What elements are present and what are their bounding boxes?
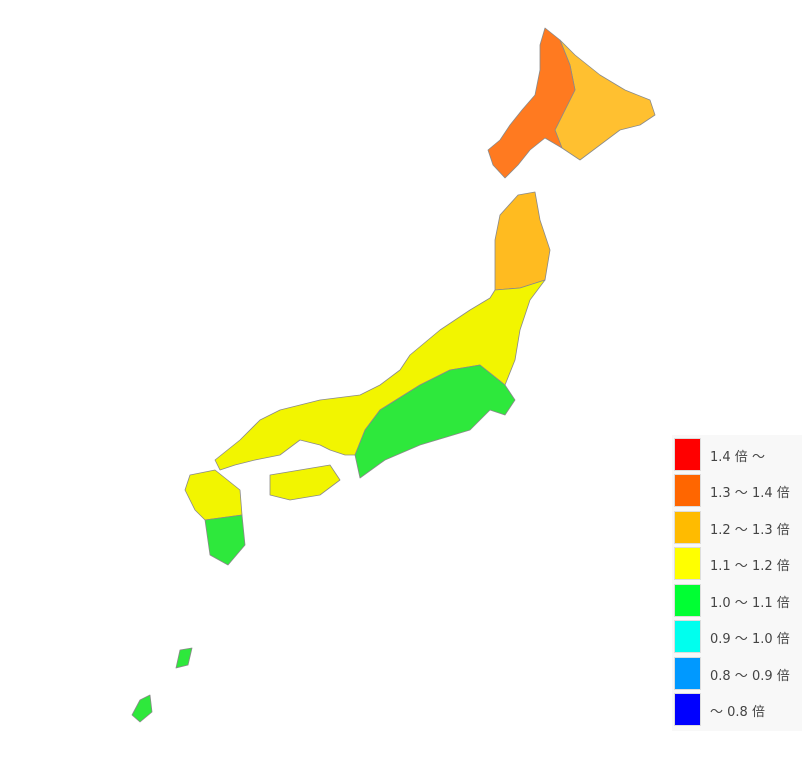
- legend-label: 1.0 ～ 1.1 倍: [710, 596, 790, 611]
- legend-item: 0.8 ～ 0.9 倍: [674, 656, 800, 692]
- legend-swatch: [674, 511, 701, 544]
- legend-label: 0.9 ～ 1.0 倍: [710, 632, 790, 647]
- legend-label: 1.2 ～ 1.3 倍: [710, 523, 790, 538]
- legend-item: 1.2 ～ 1.3 倍: [674, 510, 800, 546]
- legend-swatch: [674, 620, 701, 653]
- map-region-shikoku[interactable]: [269, 464, 341, 501]
- map-region-honshu-central[interactable]: [214, 279, 546, 471]
- legend-item: 1.3 ～ 1.4 倍: [674, 473, 800, 509]
- map-region-kyushu-south[interactable]: [204, 514, 246, 566]
- legend-swatch: [674, 547, 701, 580]
- legend-item: 1.4 倍 ～: [674, 437, 800, 473]
- legend-label: ～ 0.8 倍: [710, 705, 765, 720]
- legend-item: 1.0 ～ 1.1 倍: [674, 583, 800, 619]
- legend-swatch: [674, 657, 701, 690]
- legend-label: 1.1 ～ 1.2 倍: [710, 559, 790, 574]
- legend-label: 0.8 ～ 0.9 倍: [710, 669, 790, 684]
- legend-item: 0.9 ～ 1.0 倍: [674, 619, 800, 655]
- legend-swatch: [674, 438, 701, 471]
- map-region-kyushu-north[interactable]: [184, 469, 243, 521]
- legend: 1.4 倍 ～ 1.3 ～ 1.4 倍 1.2 ～ 1.3 倍 1.1 ～ 1.…: [672, 435, 802, 731]
- legend-swatch: [674, 584, 701, 617]
- legend-item: ～ 0.8 倍: [674, 692, 800, 728]
- legend-label: 1.4 倍 ～: [710, 450, 765, 465]
- legend-swatch: [674, 693, 701, 726]
- map-region-tohoku-north[interactable]: [494, 191, 551, 291]
- map-region-okinawa[interactable]: [131, 647, 193, 723]
- legend-swatch: [674, 474, 701, 507]
- legend-label: 1.3 ～ 1.4 倍: [710, 486, 790, 501]
- map-region-hokkaido-west[interactable]: [487, 27, 576, 179]
- legend-item: 1.1 ～ 1.2 倍: [674, 546, 800, 582]
- map-region-kanto-tokai-kinki-south[interactable]: [354, 364, 516, 479]
